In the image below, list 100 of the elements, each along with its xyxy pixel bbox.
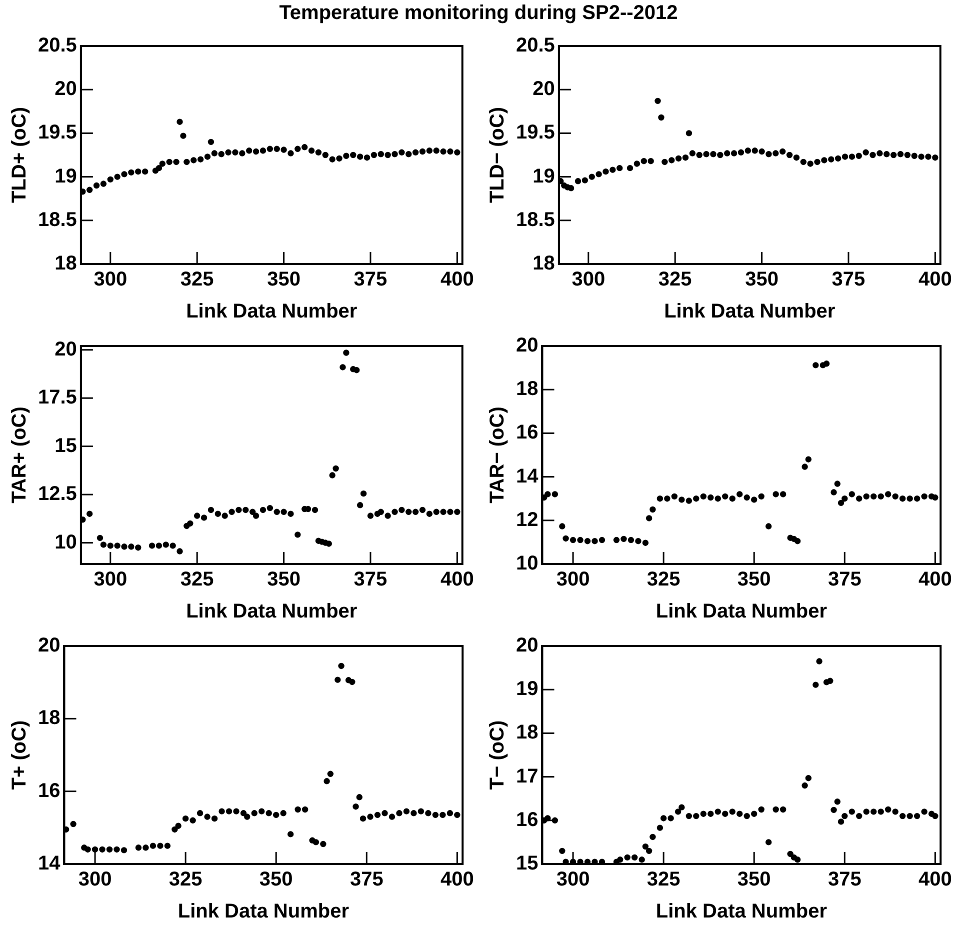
point [744, 494, 750, 501]
point [779, 148, 786, 155]
y-tick-label: 19.5 [38, 122, 77, 144]
y-tick-label: 14 [38, 852, 62, 875]
point [646, 515, 652, 522]
point [327, 770, 334, 777]
point [334, 676, 341, 683]
point [135, 844, 142, 851]
point [842, 154, 848, 160]
point [446, 810, 454, 816]
point [708, 494, 714, 501]
point [86, 186, 93, 193]
point [208, 138, 214, 146]
x-tick-label: 375 [354, 268, 388, 291]
point [635, 538, 642, 544]
point [352, 803, 359, 810]
y-tick-label: 19 [532, 165, 555, 188]
point [244, 814, 250, 820]
point [135, 168, 142, 175]
y-tick-label: 10 [516, 552, 538, 575]
chart-title: Temperature monitoring during SP2--2012 [279, 2, 678, 24]
point [693, 496, 700, 502]
point [121, 171, 128, 178]
x-tick-label: 325 [658, 268, 692, 291]
point [175, 822, 182, 829]
point [658, 114, 664, 121]
point [848, 154, 856, 160]
point [233, 808, 240, 814]
point [640, 158, 647, 164]
point [689, 150, 696, 156]
point [180, 132, 186, 139]
x-tick-label: 300 [94, 268, 128, 291]
point [280, 810, 286, 816]
y-tick-label: 18 [516, 378, 538, 400]
point [392, 151, 398, 158]
x-axis-title: Link Data Number [656, 600, 828, 623]
y-tick-label: 16 [516, 808, 538, 831]
point [584, 538, 591, 544]
point [628, 536, 634, 544]
point [596, 171, 602, 178]
point [454, 149, 460, 156]
point [226, 808, 232, 814]
x-tick-label: 325 [180, 568, 214, 591]
point [287, 831, 294, 838]
point [780, 491, 786, 498]
point [225, 149, 232, 156]
point [70, 820, 76, 828]
point [729, 496, 736, 502]
point [568, 185, 574, 192]
point [932, 494, 938, 501]
point [626, 164, 634, 172]
point [620, 536, 627, 542]
point [338, 662, 344, 670]
point [173, 158, 180, 166]
point [744, 148, 752, 154]
point [918, 154, 924, 160]
point [266, 810, 272, 816]
x-tick-label: 400 [440, 268, 474, 291]
point [656, 496, 664, 502]
y-tick-label: 18.5 [38, 208, 77, 231]
y-tick-label: 18 [38, 707, 60, 730]
point [211, 815, 218, 822]
point [301, 144, 308, 150]
point [686, 498, 692, 504]
point [675, 155, 682, 162]
point [382, 810, 388, 816]
x-tick-label: 300 [556, 868, 590, 891]
point [890, 152, 897, 158]
point [648, 158, 654, 164]
point [266, 146, 274, 152]
point [128, 169, 134, 176]
y-tick-label: 20 [516, 334, 538, 357]
point [329, 156, 336, 162]
y-tick-label: 20 [532, 78, 555, 100]
point [425, 810, 432, 816]
point [730, 150, 738, 156]
point [360, 815, 366, 822]
x-tick-label: 350 [267, 568, 300, 591]
point [552, 491, 558, 498]
point [686, 130, 692, 136]
point [925, 154, 932, 160]
y-axis-title: TLD− (oC) [486, 106, 509, 204]
point [396, 810, 402, 816]
point [388, 814, 396, 820]
point [218, 808, 225, 814]
x-axis-title: Link Data Number [656, 900, 828, 923]
point [842, 496, 848, 502]
point [562, 535, 569, 542]
x-tick-label: 375 [828, 568, 862, 591]
x-tick-label: 350 [745, 268, 778, 291]
point [559, 523, 566, 530]
y-axis-title: T− (oC) [486, 720, 509, 790]
y-tick-label: 20 [38, 634, 60, 657]
point [932, 154, 938, 161]
x-tick-label: 300 [78, 868, 112, 891]
point [703, 151, 710, 158]
x-tick-label: 375 [354, 568, 388, 591]
point [772, 150, 779, 156]
point [664, 496, 670, 502]
x-tick-label: 325 [646, 568, 680, 591]
